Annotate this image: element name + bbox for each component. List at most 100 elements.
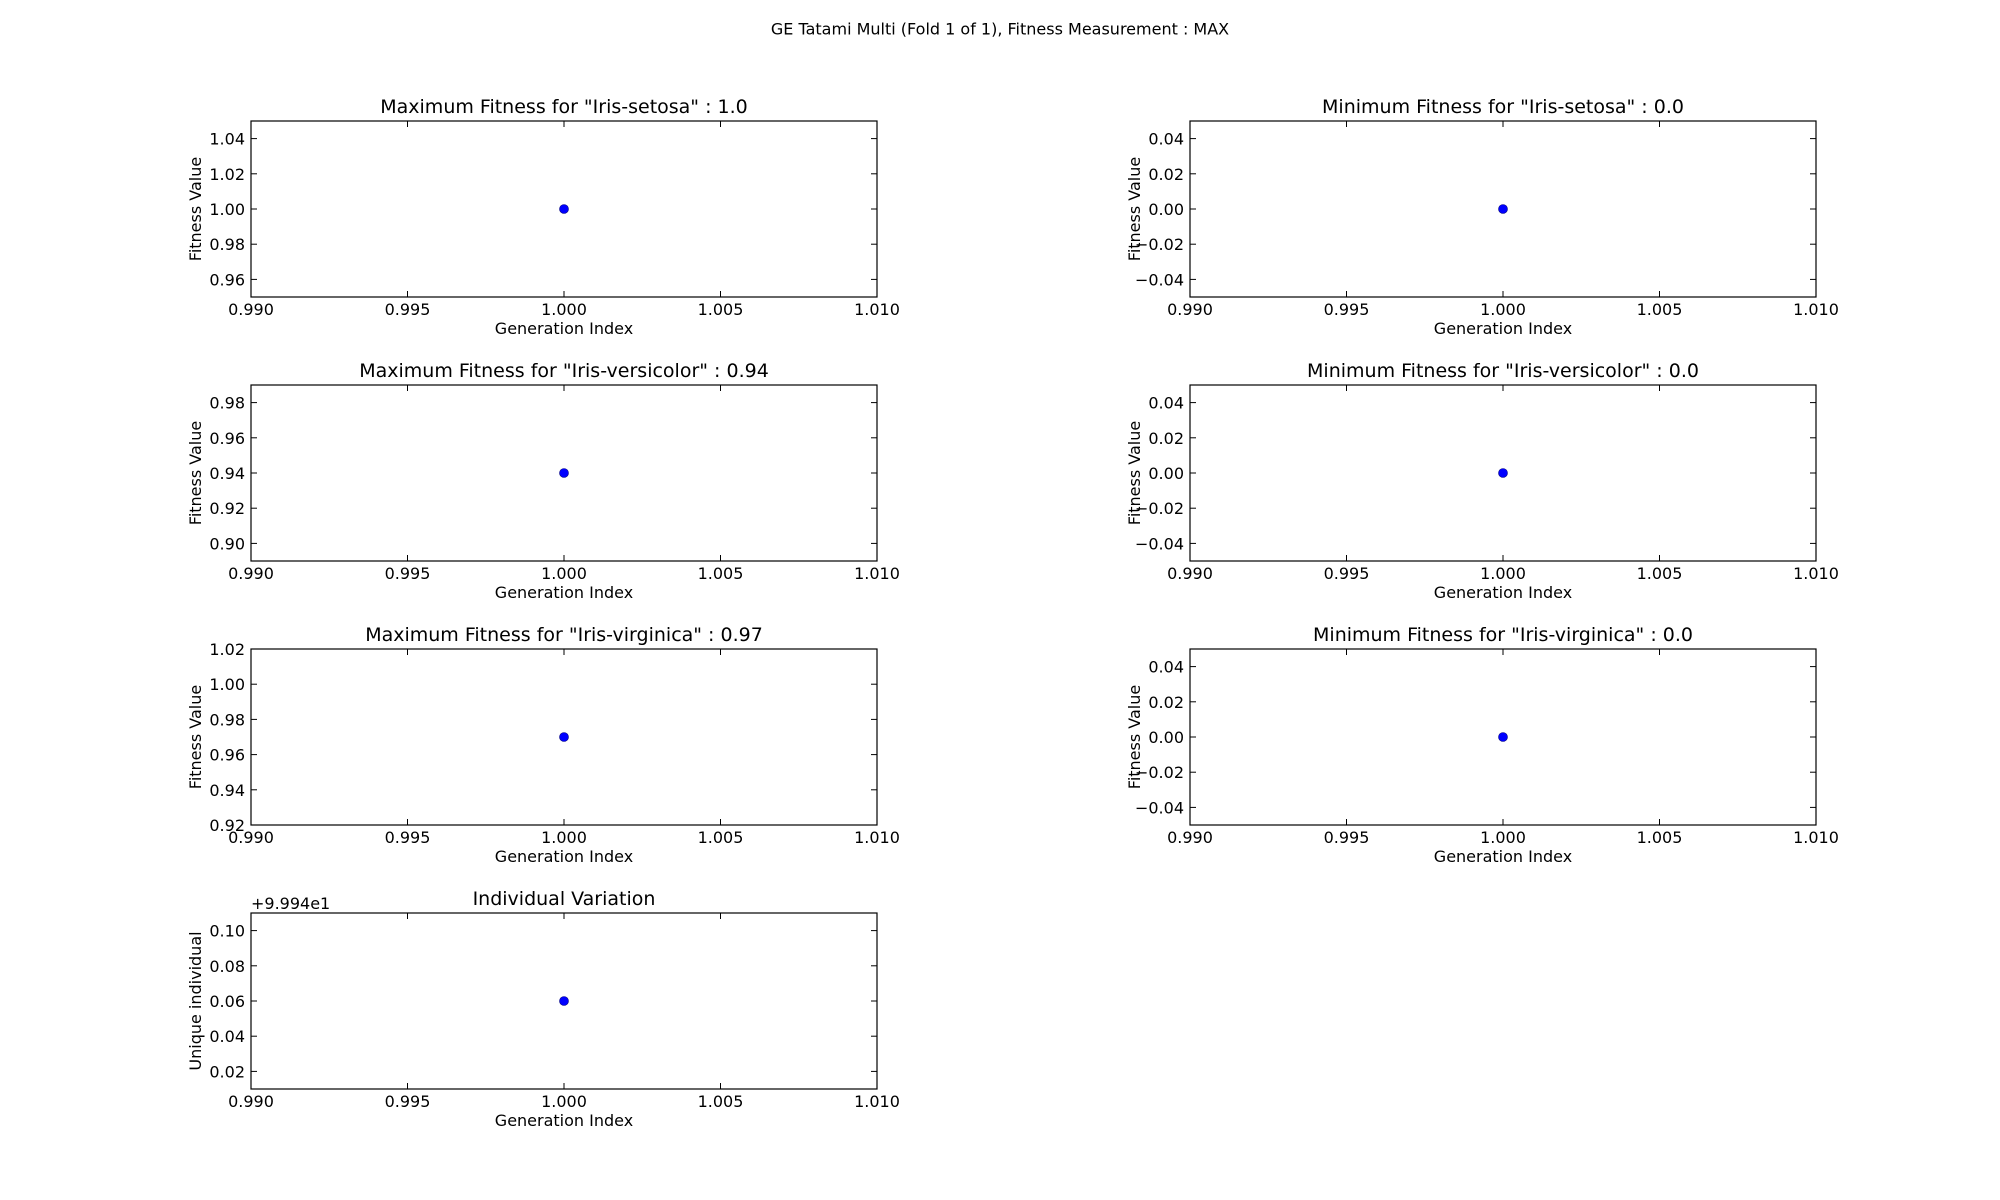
data-point bbox=[559, 732, 569, 742]
x-tick-label: 1.010 bbox=[854, 1092, 900, 1111]
x-tick-label: 1.010 bbox=[1793, 828, 1839, 847]
subplot-3: Maximum Fitness for "Iris-versicolor" : … bbox=[186, 360, 900, 602]
data-point bbox=[1498, 732, 1508, 742]
x-tick-label: 0.990 bbox=[228, 828, 274, 847]
y-tick-label: 0.02 bbox=[1148, 165, 1184, 184]
y-tick-label: 0.00 bbox=[1148, 200, 1184, 219]
y-tick-label: 0.00 bbox=[1148, 464, 1184, 483]
y-axis-label: Fitness Value bbox=[186, 685, 205, 789]
x-tick-label: 1.005 bbox=[698, 1092, 744, 1111]
x-tick-label: 1.005 bbox=[1637, 828, 1683, 847]
y-tick-label: −0.04 bbox=[1135, 534, 1184, 553]
y-axis-label: Fitness Value bbox=[1125, 685, 1144, 789]
x-tick-label: 1.010 bbox=[854, 564, 900, 583]
y-tick-label: 0.04 bbox=[1148, 130, 1184, 149]
x-tick-label: 0.990 bbox=[228, 1092, 274, 1111]
x-tick-label: 1.010 bbox=[854, 828, 900, 847]
axes-frame bbox=[1189, 648, 1817, 826]
x-tick-label: 1.000 bbox=[541, 300, 587, 319]
y-tick-label: 0.96 bbox=[209, 270, 245, 289]
y-tick-label: 0.92 bbox=[209, 816, 245, 835]
y-tick-label: −0.04 bbox=[1135, 798, 1184, 817]
x-tick-label: 0.995 bbox=[385, 828, 431, 847]
data-point bbox=[559, 204, 569, 214]
axes-frame bbox=[1189, 384, 1817, 562]
subplot-title: Minimum Fitness for "Iris-virginica" : 0… bbox=[1313, 624, 1693, 646]
y-tick-label: 0.04 bbox=[1148, 658, 1184, 677]
x-tick-label: 0.995 bbox=[1324, 564, 1370, 583]
subplot-title: Individual Variation bbox=[473, 888, 656, 910]
x-tick-label: 0.995 bbox=[1324, 828, 1370, 847]
data-point bbox=[1498, 204, 1508, 214]
x-axis-label: Generation Index bbox=[495, 319, 633, 338]
x-tick-label: 0.995 bbox=[385, 564, 431, 583]
subplot-grid: Maximum Fitness for "Iris-setosa" : 1.0 0… bbox=[186, 96, 1839, 1130]
subplot-4: Minimum Fitness for "Iris-versicolor" : … bbox=[1125, 360, 1839, 602]
y-tick-label: −0.02 bbox=[1135, 235, 1184, 254]
x-tick-label: 0.990 bbox=[228, 564, 274, 583]
y-tick-label: 0.96 bbox=[209, 429, 245, 448]
x-axis-label: Generation Index bbox=[495, 847, 633, 866]
y-tick-label: 0.98 bbox=[209, 710, 245, 729]
x-tick-label: 0.990 bbox=[1167, 828, 1213, 847]
x-tick-label: 0.995 bbox=[385, 1092, 431, 1111]
x-tick-label: 1.000 bbox=[1480, 300, 1526, 319]
x-tick-label: 1.000 bbox=[541, 828, 587, 847]
y-tick-label: 0.08 bbox=[209, 957, 245, 976]
y-tick-label: −0.02 bbox=[1135, 763, 1184, 782]
axes-frame bbox=[250, 384, 878, 562]
y-tick-label: −0.02 bbox=[1135, 499, 1184, 518]
y-tick-label: 0.98 bbox=[209, 235, 245, 254]
x-tick-label: 0.990 bbox=[228, 300, 274, 319]
y-tick-label: 0.94 bbox=[209, 781, 245, 800]
x-tick-label: 0.990 bbox=[1167, 300, 1213, 319]
y-tick-label: 0.92 bbox=[209, 499, 245, 518]
subplot-title: Maximum Fitness for "Iris-virginica" : 0… bbox=[365, 624, 763, 646]
x-tick-label: 0.995 bbox=[385, 300, 431, 319]
axes-frame bbox=[250, 648, 878, 826]
subplot-title: Minimum Fitness for "Iris-versicolor" : … bbox=[1307, 360, 1699, 382]
subplot-5: Maximum Fitness for "Iris-virginica" : 0… bbox=[186, 624, 900, 866]
y-tick-label: 0.02 bbox=[1148, 693, 1184, 712]
y-tick-label: 0.96 bbox=[209, 746, 245, 765]
x-axis-label: Generation Index bbox=[495, 1111, 633, 1130]
subplot-title: Maximum Fitness for "Iris-setosa" : 1.0 bbox=[380, 96, 748, 118]
y-axis-label: Fitness Value bbox=[186, 157, 205, 261]
subplot-title: Maximum Fitness for "Iris-versicolor" : … bbox=[359, 360, 769, 382]
y-axis-label: Unique individual bbox=[186, 931, 205, 1070]
y-axis-label: Fitness Value bbox=[1125, 157, 1144, 261]
y-tick-label: 0.90 bbox=[209, 534, 245, 553]
x-tick-label: 1.010 bbox=[1793, 300, 1839, 319]
x-tick-label: 1.000 bbox=[1480, 564, 1526, 583]
x-tick-label: 1.005 bbox=[1637, 300, 1683, 319]
y-tick-label: 0.04 bbox=[209, 1027, 245, 1046]
axes-frame bbox=[250, 912, 878, 1090]
data-point bbox=[1498, 468, 1508, 478]
data-point bbox=[559, 996, 569, 1006]
y-axis-label: Fitness Value bbox=[186, 421, 205, 525]
axes-frame bbox=[1189, 120, 1817, 298]
x-axis-label: Generation Index bbox=[1434, 583, 1572, 602]
x-axis-label: Generation Index bbox=[495, 583, 633, 602]
x-tick-label: 1.005 bbox=[1637, 564, 1683, 583]
y-tick-label: 1.00 bbox=[209, 200, 245, 219]
y-tick-label: 1.02 bbox=[209, 640, 245, 659]
x-tick-label: 1.005 bbox=[698, 300, 744, 319]
y-tick-label: 0.02 bbox=[209, 1062, 245, 1081]
x-tick-label: 1.000 bbox=[541, 1092, 587, 1111]
y-tick-label: 0.02 bbox=[1148, 429, 1184, 448]
y-tick-label: 0.00 bbox=[1148, 728, 1184, 747]
y-offset-label: +9.994e1 bbox=[251, 894, 330, 913]
x-axis-label: Generation Index bbox=[1434, 319, 1572, 338]
x-tick-label: 1.005 bbox=[698, 828, 744, 847]
y-tick-label: 0.06 bbox=[209, 992, 245, 1011]
y-tick-label: 1.04 bbox=[209, 130, 245, 149]
x-tick-label: 1.000 bbox=[541, 564, 587, 583]
x-axis-label: Generation Index bbox=[1434, 847, 1572, 866]
axes-frame bbox=[250, 120, 878, 298]
subplot-6: Minimum Fitness for "Iris-virginica" : 0… bbox=[1125, 624, 1839, 866]
y-tick-label: 0.04 bbox=[1148, 394, 1184, 413]
subplot-title: Minimum Fitness for "Iris-setosa" : 0.0 bbox=[1322, 96, 1684, 118]
y-tick-label: 1.00 bbox=[209, 675, 245, 694]
